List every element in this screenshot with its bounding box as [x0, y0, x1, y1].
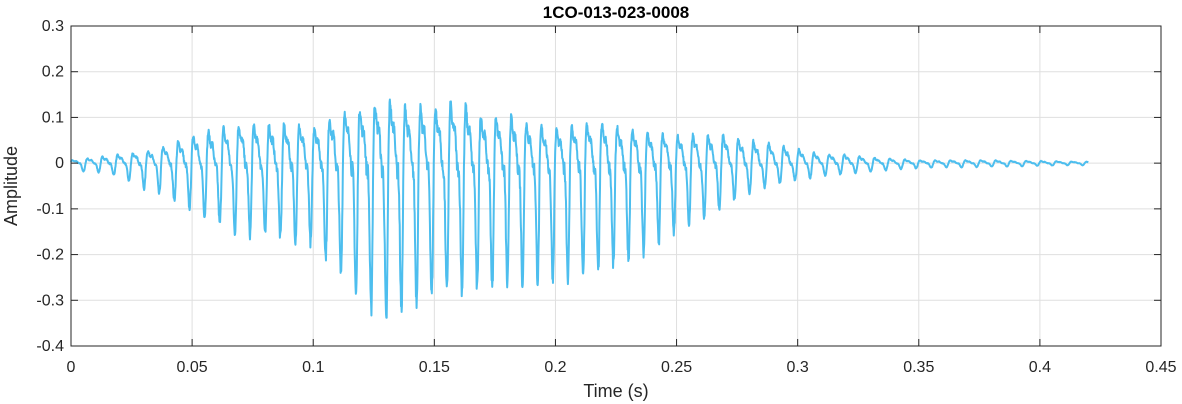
x-axis-title: Time (s)	[583, 381, 648, 401]
y-axis-title: Amplitude	[1, 146, 21, 226]
y-tick-label: 0.2	[42, 64, 64, 81]
x-tick-label: 0.15	[419, 359, 450, 376]
y-tick-label: -0.3	[36, 292, 64, 309]
x-tick-label: 0.4	[1029, 359, 1051, 376]
waveform-line	[70, 98, 1090, 319]
y-tick-label: -0.1	[36, 201, 64, 218]
x-tick-label: 0.2	[544, 359, 566, 376]
x-tick-label: 0.45	[1145, 359, 1176, 376]
y-tick-label: 0.1	[42, 109, 64, 126]
y-tick-label: 0.3	[42, 18, 64, 35]
x-tick-label: 0	[67, 359, 76, 376]
y-tick-label: -0.2	[36, 247, 64, 264]
y-tick-label: -0.4	[36, 338, 64, 355]
ticks: 0 0.05 0.1 0.15 0.2 0.25 0.3 0.35 0.4 0.45 0.3 0.2 0…	[36, 18, 1176, 376]
y-tick-label: 0	[55, 155, 64, 172]
chart-title: 1CO-013-023-0008	[543, 3, 689, 22]
waveform-series	[70, 98, 1090, 319]
x-tick-label: 0.3	[787, 359, 809, 376]
x-tick-label: 0.25	[661, 359, 692, 376]
x-tick-label: 0.1	[302, 359, 324, 376]
plot-frame	[70, 25, 1162, 347]
x-tick-label: 0.35	[903, 359, 934, 376]
x-tick-label: 0.05	[177, 359, 208, 376]
